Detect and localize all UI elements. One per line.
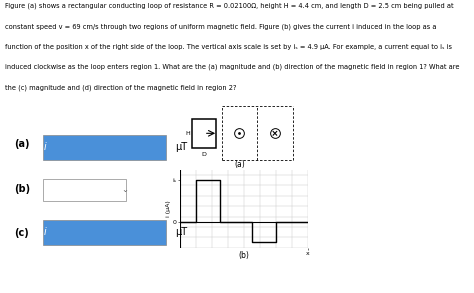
Text: function of the position x of the right side of the loop. The vertical axis scal: function of the position x of the right … — [5, 44, 452, 50]
Text: (a): (a) — [234, 160, 245, 169]
Text: ⌄: ⌄ — [121, 185, 128, 194]
Text: i: i — [44, 227, 47, 237]
Text: induced clockwise as the loop enters region 1. What are the (a) magnitude and (b: induced clockwise as the loop enters reg… — [5, 64, 459, 70]
Text: the (c) magnitude and (d) direction of the magnetic field in region 2?: the (c) magnitude and (d) direction of t… — [5, 84, 236, 91]
Text: H: H — [185, 131, 190, 136]
Text: μT: μT — [175, 227, 188, 237]
Text: (a): (a) — [14, 139, 30, 149]
Y-axis label: i (μA): i (μA) — [166, 200, 171, 217]
Text: (b): (b) — [14, 184, 30, 194]
Text: μT: μT — [175, 142, 188, 152]
Text: Figure (a) shows a rectangular conducting loop of resistance R = 0.02100Ω, heigh: Figure (a) shows a rectangular conductin… — [5, 3, 453, 9]
Text: D: D — [201, 152, 206, 157]
Text: constant speed v = 69 cm/s through two regions of uniform magnetic field. Figure: constant speed v = 69 cm/s through two r… — [5, 23, 436, 30]
Text: (c): (c) — [14, 228, 29, 238]
Bar — [192, 119, 216, 148]
Text: (b): (b) — [239, 251, 249, 260]
Text: i: i — [44, 142, 47, 152]
